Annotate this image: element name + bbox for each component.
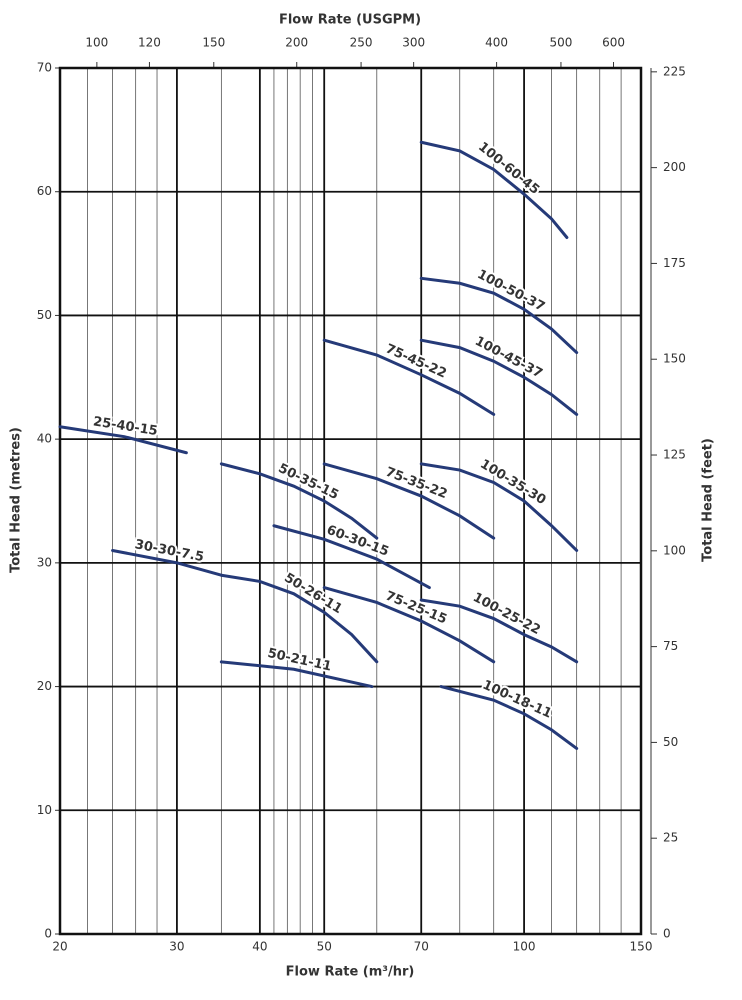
y2-tick-label: 25 [663, 831, 678, 845]
y2-tick-label: 125 [663, 448, 686, 462]
y-tick-label: 40 [37, 432, 52, 446]
pump-curve [58, 425, 188, 455]
pump-curve [419, 338, 579, 416]
x-tick-label: 40 [252, 940, 267, 954]
x2-tick-label: 200 [285, 36, 308, 50]
pump-curve [439, 685, 579, 750]
pump-curve [219, 573, 379, 664]
pump-curve [419, 462, 579, 552]
y-tick-label: 70 [37, 61, 52, 75]
pump-curve [322, 586, 496, 664]
pump-curve [419, 598, 579, 664]
pump-curve [419, 140, 569, 239]
y2-tick-label: 225 [663, 64, 686, 78]
y-tick-label: 50 [37, 308, 52, 322]
pump-curve [322, 462, 496, 540]
x2-axis-title: Flow Rate (USGPM) [279, 13, 421, 28]
x-tick-label: 70 [414, 940, 429, 954]
x-tick-label: 100 [513, 940, 536, 954]
y2-tick-label: 175 [663, 256, 686, 270]
curve-label: 100-60-45 [475, 139, 542, 197]
y2-tick-label: 150 [663, 352, 686, 366]
curve-label: 100-35-30 [477, 457, 548, 508]
y2-axis-title: Total Head (feet) [701, 438, 716, 562]
x2-tick-label: 250 [350, 36, 373, 50]
pump-curve [219, 660, 374, 689]
y-tick-label: 20 [37, 679, 52, 693]
y-tick-label: 30 [37, 555, 52, 569]
pump-curve [322, 338, 496, 416]
y2-tick-label: 0 [663, 927, 671, 941]
x2-tick-label: 400 [485, 36, 508, 50]
x-tick-label: 50 [317, 940, 332, 954]
x2-tick-label: 120 [138, 36, 161, 50]
x-axis-title: Flow Rate (m³/hr) [286, 965, 415, 980]
curve-label: 75-35-22 [383, 465, 449, 503]
pump-curve [419, 276, 579, 355]
plot-frame [58, 66, 643, 936]
y-axis-title: Total Head (metres) [9, 427, 24, 573]
x2-tick-label: 500 [549, 36, 572, 50]
pump-curve [272, 524, 431, 590]
x2-tick-label: 150 [202, 36, 225, 50]
y2-tick-label: 50 [663, 735, 678, 749]
curve-label: 60-30-15 [325, 523, 391, 560]
x-tick-label: 20 [52, 940, 67, 954]
y-tick-label: 10 [37, 803, 52, 817]
x-tick-label: 150 [630, 940, 653, 954]
y-tick-label: 60 [37, 184, 52, 198]
y2-tick-label: 75 [663, 639, 678, 653]
y2-tick-label: 100 [663, 543, 686, 557]
pump-curve [111, 548, 223, 577]
x2-tick-label: 300 [402, 36, 425, 50]
x2-tick-label: 600 [602, 36, 625, 50]
x2-tick-label: 100 [85, 36, 108, 50]
pump-curve [219, 462, 379, 540]
y2-tick-label: 200 [663, 160, 686, 174]
y-tick-label: 0 [44, 927, 52, 941]
x-tick-label: 30 [169, 940, 184, 954]
curve-label: 25-40-15 [92, 414, 159, 439]
